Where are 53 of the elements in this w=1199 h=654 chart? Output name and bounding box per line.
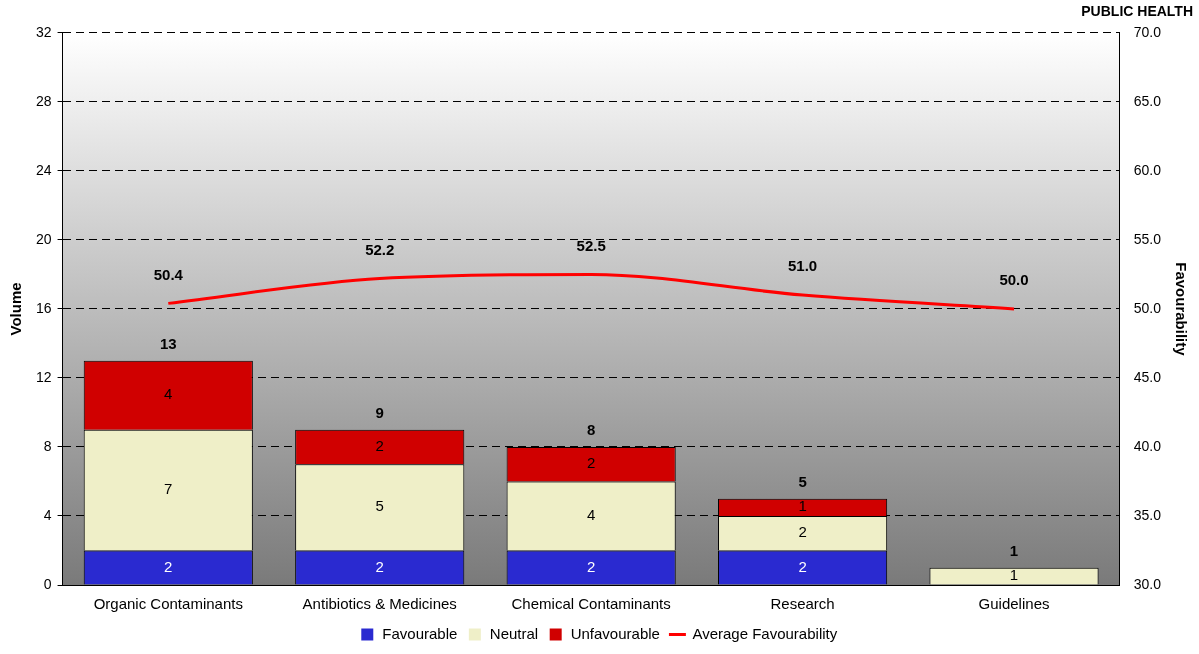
- total-label: 1: [1009, 541, 1019, 559]
- x-tick-label: Chemical Contaminants: [511, 595, 671, 613]
- data-label: 7: [164, 480, 173, 498]
- y-tick-label: 0: [43, 575, 52, 592]
- data-label: 52.2: [365, 240, 395, 258]
- y2-tick-label: 65.0: [1133, 92, 1162, 109]
- y-tick-label: 32: [35, 23, 52, 40]
- y-tick-label: 24: [35, 161, 52, 178]
- chart-title: PUBLIC HEALTH: [1081, 3, 1193, 20]
- data-label: 4: [164, 385, 173, 403]
- data-label: 4: [586, 506, 596, 524]
- y-tick-label: 8: [43, 437, 52, 454]
- y-tick-label: 20: [35, 230, 52, 247]
- y-tick-label: 28: [35, 92, 52, 109]
- data-label: 5: [375, 497, 384, 515]
- y-tick-label: 4: [43, 506, 52, 523]
- data-label: 1: [1009, 566, 1019, 584]
- y2-tick-label: 35.0: [1133, 506, 1162, 523]
- data-label: 1: [798, 497, 807, 515]
- y-tick-label: 16: [35, 299, 52, 316]
- y-axis-title: Volume: [7, 282, 25, 336]
- y2-tick-label: 50.0: [1133, 299, 1162, 316]
- total-label: 5: [798, 472, 807, 490]
- legend-label: Average Favourability: [692, 624, 838, 642]
- data-label: 2: [375, 557, 384, 575]
- data-label: 2: [798, 557, 807, 575]
- data-label: 2: [798, 523, 807, 541]
- total-label: 13: [159, 334, 177, 352]
- y2-axis-title: Favourability: [1172, 262, 1190, 357]
- data-label: 2: [375, 437, 384, 455]
- total-label: 8: [586, 421, 596, 439]
- x-tick-label: Research: [770, 595, 835, 613]
- data-label: 2: [164, 557, 173, 575]
- legend-label: Neutral: [489, 624, 539, 642]
- legend-label: Unfavourable: [570, 624, 660, 642]
- data-label: 51.0: [788, 257, 818, 275]
- y2-tick-label: 70.0: [1133, 23, 1162, 40]
- y2-tick-label: 45.0: [1133, 368, 1162, 385]
- data-label: 2: [586, 557, 596, 575]
- x-tick-label: Antibiotics & Medicines: [302, 595, 457, 613]
- y-tick-label: 12: [35, 368, 52, 385]
- x-tick-label: Organic Contaminants: [93, 595, 243, 613]
- data-label: 50.0: [999, 271, 1029, 289]
- total-label: 9: [375, 403, 384, 421]
- y2-tick-label: 60.0: [1133, 161, 1162, 178]
- y2-tick-label: 30.0: [1133, 575, 1162, 592]
- data-label: 2: [586, 454, 596, 472]
- y2-tick-label: 40.0: [1133, 437, 1162, 454]
- x-tick-label: Guidelines: [978, 595, 1050, 613]
- y2-tick-label: 55.0: [1133, 230, 1162, 247]
- data-label: 50.4: [153, 265, 184, 283]
- legend-label: Favourable: [382, 624, 458, 642]
- data-label: 52.5: [576, 236, 606, 254]
